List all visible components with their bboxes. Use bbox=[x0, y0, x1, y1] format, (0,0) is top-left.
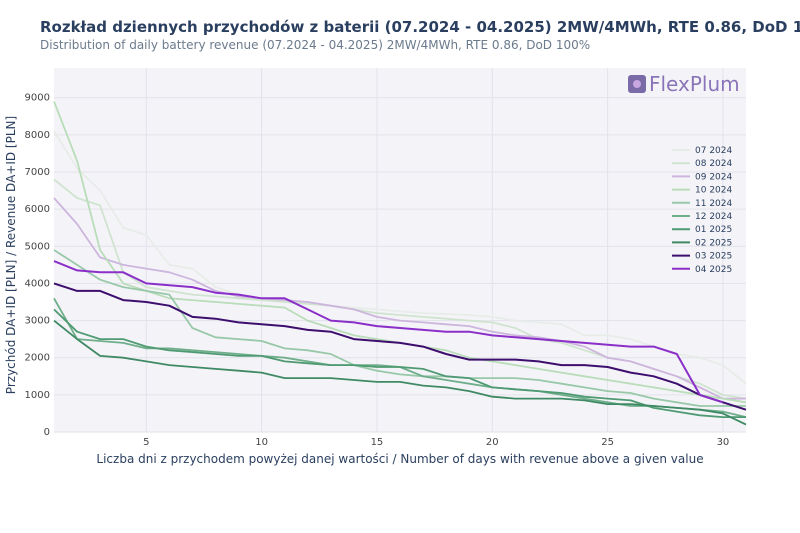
x-tick-label: 15 bbox=[371, 437, 384, 448]
legend-item[interactable]: 07 2024 bbox=[672, 146, 732, 156]
y-tick-label: 9000 bbox=[25, 93, 50, 104]
y-tick-label: 4000 bbox=[25, 278, 50, 289]
legend-item[interactable]: 10 2024 bbox=[672, 186, 732, 196]
x-tick-label: 10 bbox=[255, 437, 268, 448]
legend-item[interactable]: 11 2024 bbox=[672, 199, 732, 209]
legend-label: 03 2025 bbox=[695, 252, 732, 262]
series-lines bbox=[53, 101, 747, 426]
series-line-09-2024[interactable] bbox=[53, 197, 746, 400]
legend-label: 09 2024 bbox=[695, 172, 732, 182]
x-axis-ticks: 5 10 15 20 25 30 bbox=[143, 437, 729, 448]
y-tick-label: 0 bbox=[44, 427, 50, 438]
legend-item[interactable]: 03 2025 bbox=[672, 252, 732, 262]
y-tick-label: 1000 bbox=[25, 390, 50, 401]
legend-item[interactable]: 08 2024 bbox=[672, 159, 732, 169]
flexplum-logo: FlexPlum bbox=[628, 72, 740, 96]
legend-label: 11 2024 bbox=[695, 199, 732, 209]
y-tick-label: 5000 bbox=[25, 241, 50, 252]
y-axis-title: Przychód DA+ID [PLN] / Revenue DA+ID [PL… bbox=[4, 116, 18, 394]
plot-area bbox=[54, 68, 746, 432]
y-tick-label: 6000 bbox=[25, 204, 50, 215]
legend-item[interactable]: 02 2025 bbox=[672, 238, 732, 248]
legend-item[interactable]: 04 2025 bbox=[672, 265, 732, 275]
legend-label: 08 2024 bbox=[695, 159, 732, 169]
series-line-01-2025[interactable] bbox=[53, 308, 746, 418]
y-axis-ticks: 0 1000 2000 3000 4000 5000 6000 7000 8000 9000 bbox=[25, 93, 50, 438]
y-tick-label: 7000 bbox=[25, 167, 50, 178]
x-tick-label: 5 bbox=[143, 437, 149, 448]
chart-title: Rozkład dziennych przychodów z baterii (… bbox=[40, 18, 800, 36]
legend-label: 12 2024 bbox=[695, 212, 732, 222]
plum-icon bbox=[628, 75, 646, 93]
y-tick-label: 3000 bbox=[25, 316, 50, 327]
x-tick-label: 30 bbox=[717, 437, 730, 448]
logo-text: FlexPlum bbox=[649, 72, 740, 96]
series-line-04-2025[interactable] bbox=[53, 260, 724, 404]
legend-item[interactable]: 12 2024 bbox=[672, 212, 732, 222]
x-tick-label: 25 bbox=[601, 437, 614, 448]
x-axis-title: Liczba dni z przychodem powyżej danej wa… bbox=[96, 452, 703, 466]
series-line-03-2025[interactable] bbox=[53, 282, 747, 411]
legend[interactable]: 07 2024 08 2024 09 2024 10 2024 11 2024 12 20… bbox=[672, 146, 732, 275]
series-line-11-2024[interactable] bbox=[53, 249, 746, 407]
series-line-02-2025[interactable] bbox=[53, 319, 747, 426]
y-tick-label: 8000 bbox=[25, 130, 50, 141]
series-line-07-2024[interactable] bbox=[53, 130, 747, 385]
legend-item[interactable]: 01 2025 bbox=[672, 225, 732, 235]
legend-label: 10 2024 bbox=[695, 186, 732, 196]
legend-label: 01 2025 bbox=[695, 225, 732, 235]
x-tick-label: 20 bbox=[486, 437, 499, 448]
legend-label: 04 2025 bbox=[695, 265, 732, 275]
legend-label: 02 2025 bbox=[695, 238, 732, 248]
legend-label: 07 2024 bbox=[695, 146, 732, 156]
grid-lines bbox=[54, 68, 746, 433]
legend-item[interactable]: 09 2024 bbox=[672, 172, 732, 182]
chart-subtitle: Distribution of daily battery revenue (0… bbox=[40, 38, 591, 52]
y-tick-label: 2000 bbox=[25, 353, 50, 364]
